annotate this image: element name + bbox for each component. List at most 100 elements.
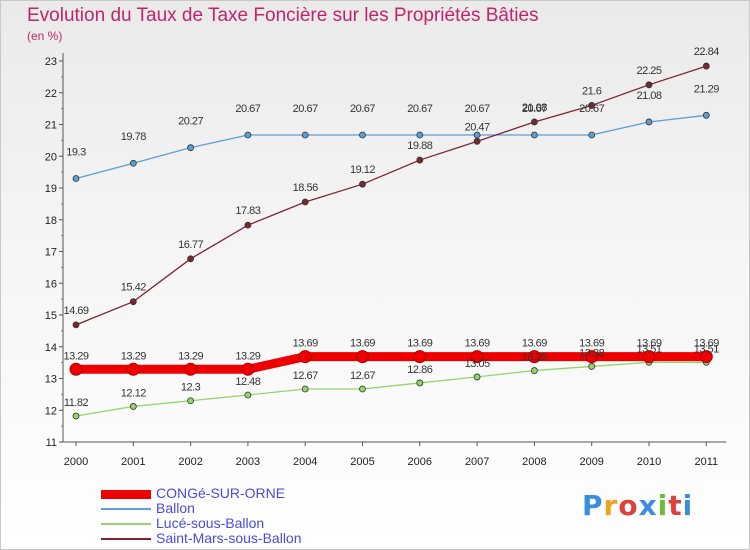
y-tick-label: 19: [45, 183, 57, 195]
data-point: [301, 385, 309, 393]
data-label: 12.3: [181, 382, 201, 394]
x-tick-label: 2003: [236, 456, 260, 468]
x-tick-label: 2008: [522, 456, 546, 468]
data-label: 12.67: [293, 370, 318, 382]
data-point: [702, 111, 710, 119]
x-tick-label: 2002: [178, 456, 202, 468]
x-tick-label: 2007: [465, 456, 489, 468]
series-line-3: [75, 65, 707, 326]
legend-swatch: [101, 508, 151, 510]
x-tick-label: 2010: [637, 456, 661, 468]
data-label: 18.56: [293, 182, 318, 194]
data-label: 21.29: [694, 83, 719, 95]
legend-item: CONGé-SUR-ORNE: [101, 485, 361, 501]
data-point: [187, 144, 195, 152]
data-label: 11.82: [64, 397, 89, 409]
data-point: [473, 373, 481, 381]
data-label: 20.67: [407, 103, 432, 115]
legend-label: Lucé-sous-Ballon: [156, 515, 265, 531]
data-label: 13.51: [636, 343, 661, 355]
chart-title: Evolution du Taux de Taxe Foncière sur l…: [27, 5, 539, 26]
data-point: [187, 255, 195, 263]
data-label: 13.69: [293, 338, 318, 350]
data-label: 13.29: [121, 350, 146, 362]
data-label: 13.69: [636, 338, 661, 350]
data-point: [531, 118, 538, 126]
legend-swatch: [101, 538, 151, 540]
data-point: [531, 131, 538, 139]
data-point: [359, 385, 366, 393]
y-tick-label: 11: [46, 437, 57, 449]
x-tick-label: 2009: [579, 456, 603, 468]
data-label: 22.25: [636, 65, 661, 77]
data-point: [72, 175, 80, 182]
data-point: [356, 350, 369, 364]
y-tick-label: 23: [45, 56, 57, 68]
data-label: 13.69: [694, 338, 719, 350]
data-label: 12.86: [407, 364, 432, 376]
data-label: 19.88: [407, 140, 432, 152]
data-label: 19.12: [350, 164, 375, 176]
data-label: 19.3: [66, 146, 86, 158]
legend-label: Saint-Mars-sous-Ballon: [156, 530, 302, 546]
data-label: 14.69: [63, 305, 88, 317]
data-point: [72, 321, 80, 329]
series-line-0: [71, 352, 711, 374]
data-label: 13.69: [465, 338, 490, 350]
data-point: [531, 367, 538, 374]
logo-letter: r: [603, 489, 619, 522]
data-point: [129, 159, 137, 167]
data-point: [301, 198, 309, 206]
data-label: 22.84: [694, 46, 719, 58]
y-tick-label: 13: [45, 374, 57, 386]
data-point: [642, 350, 656, 364]
data-label: 20.67: [465, 103, 490, 115]
data-point: [585, 350, 599, 364]
data-label: 13.38: [579, 347, 604, 359]
data-label: 21.6: [582, 85, 602, 97]
data-label: 13.51: [694, 343, 719, 355]
data-point: [702, 62, 710, 70]
data-point: [473, 137, 481, 145]
data-label: 13.69: [579, 338, 604, 350]
series-line-2: [75, 361, 707, 417]
x-tick-label: 2004: [293, 456, 317, 468]
x-tick-label: 2011: [694, 456, 718, 468]
data-label: 19.78: [121, 131, 146, 143]
data-label: 21.08: [636, 90, 661, 102]
data-label: 13.69: [407, 338, 432, 350]
data-point: [413, 350, 427, 364]
data-point: [298, 350, 312, 364]
data-point: [699, 350, 713, 364]
legend-item: Ballon: [101, 500, 361, 516]
data-label: 20.27: [178, 116, 203, 128]
logo-letter: x: [638, 489, 658, 522]
y-tick-label: 12: [45, 405, 57, 417]
x-tick-label: 2006: [408, 456, 432, 468]
data-label: 20.67: [579, 103, 604, 115]
y-tick-label: 22: [45, 88, 57, 100]
proxiti-logo: Proxiti: [582, 489, 693, 522]
data-label: 13.29: [63, 350, 88, 362]
data-point: [359, 180, 366, 188]
data-label: 20.47: [465, 121, 490, 133]
data-label: 13.05: [465, 358, 490, 370]
data-point: [187, 397, 195, 405]
y-tick-label: 18: [45, 215, 57, 227]
data-point: [244, 391, 252, 399]
data-label: 17.83: [235, 205, 260, 217]
data-point: [645, 118, 653, 126]
data-point: [126, 362, 140, 376]
data-point: [241, 362, 255, 376]
y-tick-label: 20: [45, 151, 57, 163]
data-label: 13.29: [178, 350, 203, 362]
legend-item: Lucé-sous-Ballon: [101, 515, 361, 531]
legend-swatch: [101, 489, 151, 499]
data-label: 12.48: [235, 376, 260, 388]
data-point: [416, 131, 424, 139]
data-point: [588, 363, 596, 370]
logo-letter: i: [682, 489, 694, 522]
x-tick-label: 2001: [121, 456, 145, 468]
